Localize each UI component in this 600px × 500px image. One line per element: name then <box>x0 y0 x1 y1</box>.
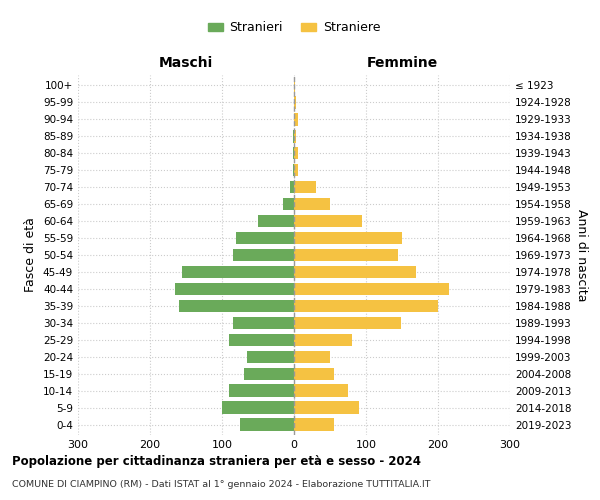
Bar <box>229 334 294 346</box>
Text: Maschi: Maschi <box>159 56 213 70</box>
Bar <box>294 130 296 142</box>
Bar <box>294 368 334 380</box>
Text: Popolazione per cittadinanza straniera per età e sesso - 2024: Popolazione per cittadinanza straniera p… <box>12 455 421 468</box>
Bar <box>294 146 298 160</box>
Bar <box>294 418 334 431</box>
Bar <box>175 282 294 296</box>
Bar <box>179 300 294 312</box>
Bar <box>294 180 316 194</box>
Bar <box>294 113 298 126</box>
Bar <box>294 96 296 108</box>
Bar <box>233 248 294 262</box>
Bar <box>294 316 401 330</box>
Bar <box>233 316 294 330</box>
Bar <box>294 300 438 312</box>
Bar <box>294 282 449 296</box>
Bar <box>222 402 294 414</box>
Bar <box>294 266 416 278</box>
Text: Femmine: Femmine <box>367 56 437 70</box>
Bar <box>283 198 294 210</box>
Bar <box>294 164 298 176</box>
Legend: Stranieri, Straniere: Stranieri, Straniere <box>203 16 385 40</box>
Bar <box>229 384 294 397</box>
Bar <box>290 180 294 194</box>
Bar <box>240 418 294 431</box>
Bar <box>293 146 294 160</box>
Bar <box>294 232 402 244</box>
Bar <box>182 266 294 278</box>
Bar <box>258 214 294 228</box>
Bar <box>294 79 295 92</box>
Bar <box>294 198 330 210</box>
Bar <box>294 334 352 346</box>
Bar <box>247 350 294 364</box>
Bar <box>294 402 359 414</box>
Bar <box>293 164 294 176</box>
Bar <box>293 130 294 142</box>
Y-axis label: Anni di nascita: Anni di nascita <box>575 209 588 301</box>
Bar <box>294 384 348 397</box>
Y-axis label: Fasce di età: Fasce di età <box>25 218 37 292</box>
Bar <box>294 248 398 262</box>
Text: COMUNE DI CIAMPINO (RM) - Dati ISTAT al 1° gennaio 2024 - Elaborazione TUTTITALI: COMUNE DI CIAMPINO (RM) - Dati ISTAT al … <box>12 480 431 489</box>
Bar <box>244 368 294 380</box>
Bar <box>294 214 362 228</box>
Bar <box>294 350 330 364</box>
Bar <box>236 232 294 244</box>
